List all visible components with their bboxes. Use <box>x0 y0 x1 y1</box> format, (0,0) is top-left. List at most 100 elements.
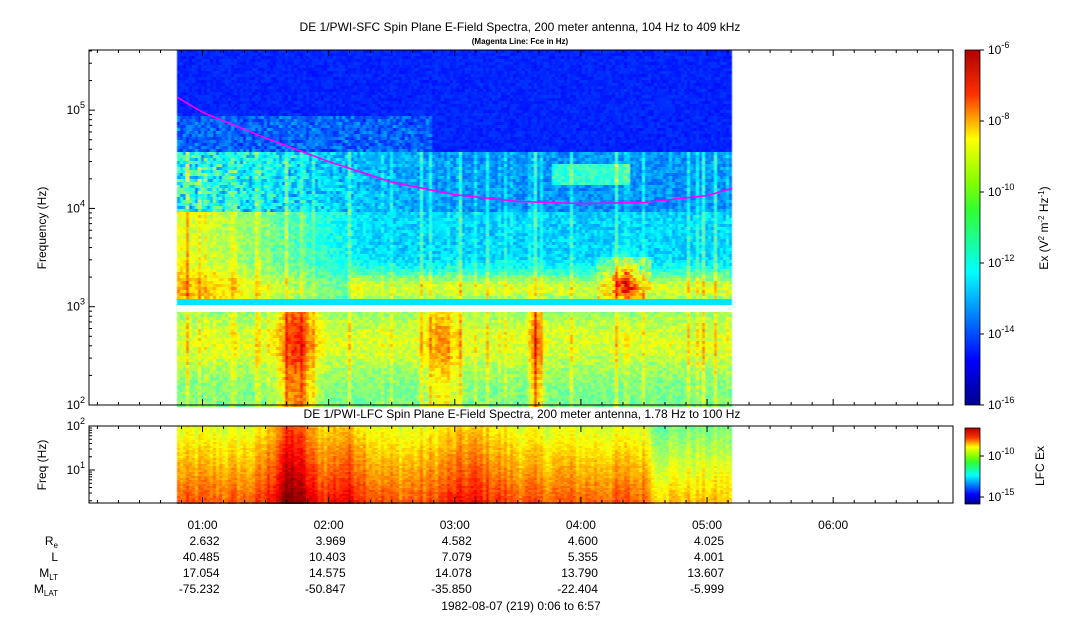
sfc-pixel <box>192 188 195 191</box>
sfc-pixel <box>186 221 189 224</box>
sfc-pixel <box>273 332 276 335</box>
sfc-pixel <box>201 62 204 65</box>
sfc-pixel <box>213 149 216 152</box>
sfc-pixel <box>264 146 267 149</box>
sfc-pixel <box>177 77 180 80</box>
sfc-pixel <box>261 176 264 179</box>
sfc-pixel <box>273 263 276 266</box>
sfc-pixel <box>228 59 231 62</box>
sfc-pixel <box>219 284 222 287</box>
sfc-pixel <box>270 365 273 368</box>
sfc-pixel <box>255 170 258 173</box>
sfc-pixel <box>222 149 225 152</box>
sfc-pixel <box>285 209 288 212</box>
sfc-pixel <box>249 251 252 254</box>
sfc-pixel <box>222 218 225 221</box>
sfc-pixel <box>231 380 234 383</box>
sfc-pixel <box>180 221 183 224</box>
sfc-pixel <box>183 176 186 179</box>
sfc-pixel <box>222 269 225 272</box>
sfc-pixel <box>231 368 234 371</box>
sfc-pixel <box>246 146 249 149</box>
sfc-pixel <box>264 236 267 239</box>
sfc-pixel <box>267 395 270 398</box>
sfc-pixel <box>291 200 294 203</box>
sfc-pixel <box>273 89 276 92</box>
sfc-pixel <box>225 182 228 185</box>
sfc-pixel <box>192 152 195 155</box>
sfc-pixel <box>261 188 264 191</box>
sfc-pixel <box>276 341 279 344</box>
sfc-pixel <box>198 317 201 320</box>
sfc-pixel <box>222 191 225 194</box>
sfc-pixel <box>186 356 189 359</box>
sfc-pixel <box>237 227 240 230</box>
sfc-pixel <box>201 239 204 242</box>
sfc-pixel <box>231 209 234 212</box>
sfc-pixel <box>258 194 261 197</box>
sfc-pixel <box>243 245 246 248</box>
sfc-pixel <box>246 77 249 80</box>
sfc-pixel <box>264 398 267 401</box>
sfc-pixel <box>288 347 291 350</box>
sfc-pixel <box>270 122 273 125</box>
sfc-pixel <box>282 113 285 116</box>
sfc-pixel <box>246 260 249 263</box>
sfc-pixel <box>195 134 198 137</box>
sfc-pixel <box>234 338 237 341</box>
sfc-pixel <box>237 59 240 62</box>
sfc-pixel <box>186 122 189 125</box>
sfc-pixel <box>189 152 192 155</box>
sfc-pixel <box>234 170 237 173</box>
sfc-pixel <box>186 86 189 89</box>
sfc-pixel <box>273 401 276 404</box>
sfc-pixel <box>258 86 261 89</box>
sfc-pixel <box>249 254 252 257</box>
sfc-pixel <box>210 326 213 329</box>
sfc-pixel <box>189 65 192 68</box>
sfc-pixel <box>186 353 189 356</box>
sfc-pixel <box>264 263 267 266</box>
sfc-pixel <box>219 314 222 317</box>
sfc-pixel <box>267 83 270 86</box>
sfc-pixel <box>213 185 216 188</box>
sfc-pixel <box>204 224 207 227</box>
sfc-pixel <box>225 101 228 104</box>
sfc-pixel <box>276 191 279 194</box>
sfc-pixel <box>255 365 258 368</box>
sfc-pixel <box>201 140 204 143</box>
sfc-pixel <box>207 236 210 239</box>
sfc-pixel <box>276 266 279 269</box>
sfc-pixel <box>261 158 264 161</box>
sfc-pixel <box>216 83 219 86</box>
sfc-pixel <box>258 365 261 368</box>
sfc-pixel <box>219 278 222 281</box>
sfc-pixel <box>288 182 291 185</box>
sfc-pixel <box>207 206 210 209</box>
sfc-pixel <box>249 65 252 68</box>
sfc-pixel <box>234 110 237 113</box>
sfc-pixel <box>267 317 270 320</box>
sfc-pixel <box>273 68 276 71</box>
sfc-pixel <box>255 218 258 221</box>
sfc-pixel <box>207 152 210 155</box>
sfc-pixel <box>285 137 288 140</box>
sfc-pixel <box>237 221 240 224</box>
sfc-pixel <box>252 392 255 395</box>
sfc-pixel <box>204 332 207 335</box>
sfc-pixel <box>183 278 186 281</box>
sfc-pixel <box>291 62 294 65</box>
sfc-pixel <box>177 398 180 401</box>
sfc-pixel <box>243 167 246 170</box>
sfc-pixel <box>249 116 252 119</box>
sfc-pixel <box>249 341 252 344</box>
sfc-pixel <box>264 104 267 107</box>
sfc-pixel <box>210 341 213 344</box>
sfc-pixel <box>270 65 273 68</box>
sfc-pixel <box>261 104 264 107</box>
sfc-pixel <box>258 341 261 344</box>
sfc-pixel <box>252 107 255 110</box>
sfc-pixel <box>228 212 231 215</box>
sfc-pixel <box>240 245 243 248</box>
sfc-pixel <box>288 323 291 326</box>
